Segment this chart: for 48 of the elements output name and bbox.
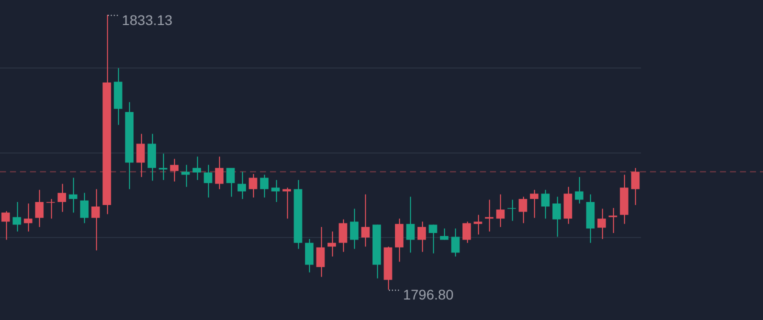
candlestick bbox=[574, 176, 584, 204]
candlestick bbox=[361, 194, 370, 248]
candlestick bbox=[271, 180, 280, 202]
candlestick bbox=[507, 199, 516, 222]
candlestick bbox=[316, 226, 325, 278]
candlestick bbox=[282, 187, 291, 220]
candlestick bbox=[552, 196, 561, 238]
candlestick bbox=[530, 189, 538, 218]
candlestick bbox=[484, 199, 494, 232]
candlestick bbox=[158, 153, 168, 181]
candlestick bbox=[226, 167, 235, 198]
candlestick bbox=[541, 189, 550, 220]
candlestick bbox=[215, 156, 224, 190]
candlestick bbox=[238, 171, 246, 200]
candlestick bbox=[181, 164, 190, 188]
candlestick bbox=[136, 133, 145, 178]
candlestick bbox=[395, 218, 404, 262]
candlestick bbox=[35, 189, 44, 228]
candlestick bbox=[80, 192, 89, 224]
candlestick bbox=[350, 208, 358, 250]
candlestick bbox=[451, 228, 460, 257]
candlestick bbox=[631, 167, 640, 206]
candlestick bbox=[428, 224, 438, 254]
candlestick bbox=[496, 194, 505, 228]
candlestick bbox=[338, 218, 348, 252]
candlestick bbox=[170, 158, 179, 182]
candlestick bbox=[248, 173, 258, 198]
candlestick bbox=[192, 156, 202, 181]
candlestick bbox=[474, 214, 482, 236]
candlestick bbox=[417, 221, 426, 252]
candlestick bbox=[260, 174, 268, 198]
candlestick bbox=[328, 230, 336, 257]
candlestick bbox=[597, 208, 606, 240]
candlestick bbox=[1, 210, 10, 240]
candlestick bbox=[58, 183, 66, 212]
candlestick bbox=[91, 188, 100, 251]
candlestick bbox=[305, 238, 314, 273]
candlestick bbox=[608, 208, 618, 234]
candlestick bbox=[68, 177, 78, 214]
candlestick bbox=[406, 196, 415, 254]
candlestick bbox=[12, 201, 22, 232]
candlestick bbox=[462, 221, 471, 244]
annotation: 1833.13 bbox=[122, 12, 173, 28]
candlestick bbox=[24, 203, 32, 232]
annotation: 1796.80 bbox=[402, 286, 454, 303]
candlestick bbox=[440, 228, 448, 240]
candlestick bbox=[204, 164, 212, 198]
candlestick bbox=[518, 196, 528, 224]
